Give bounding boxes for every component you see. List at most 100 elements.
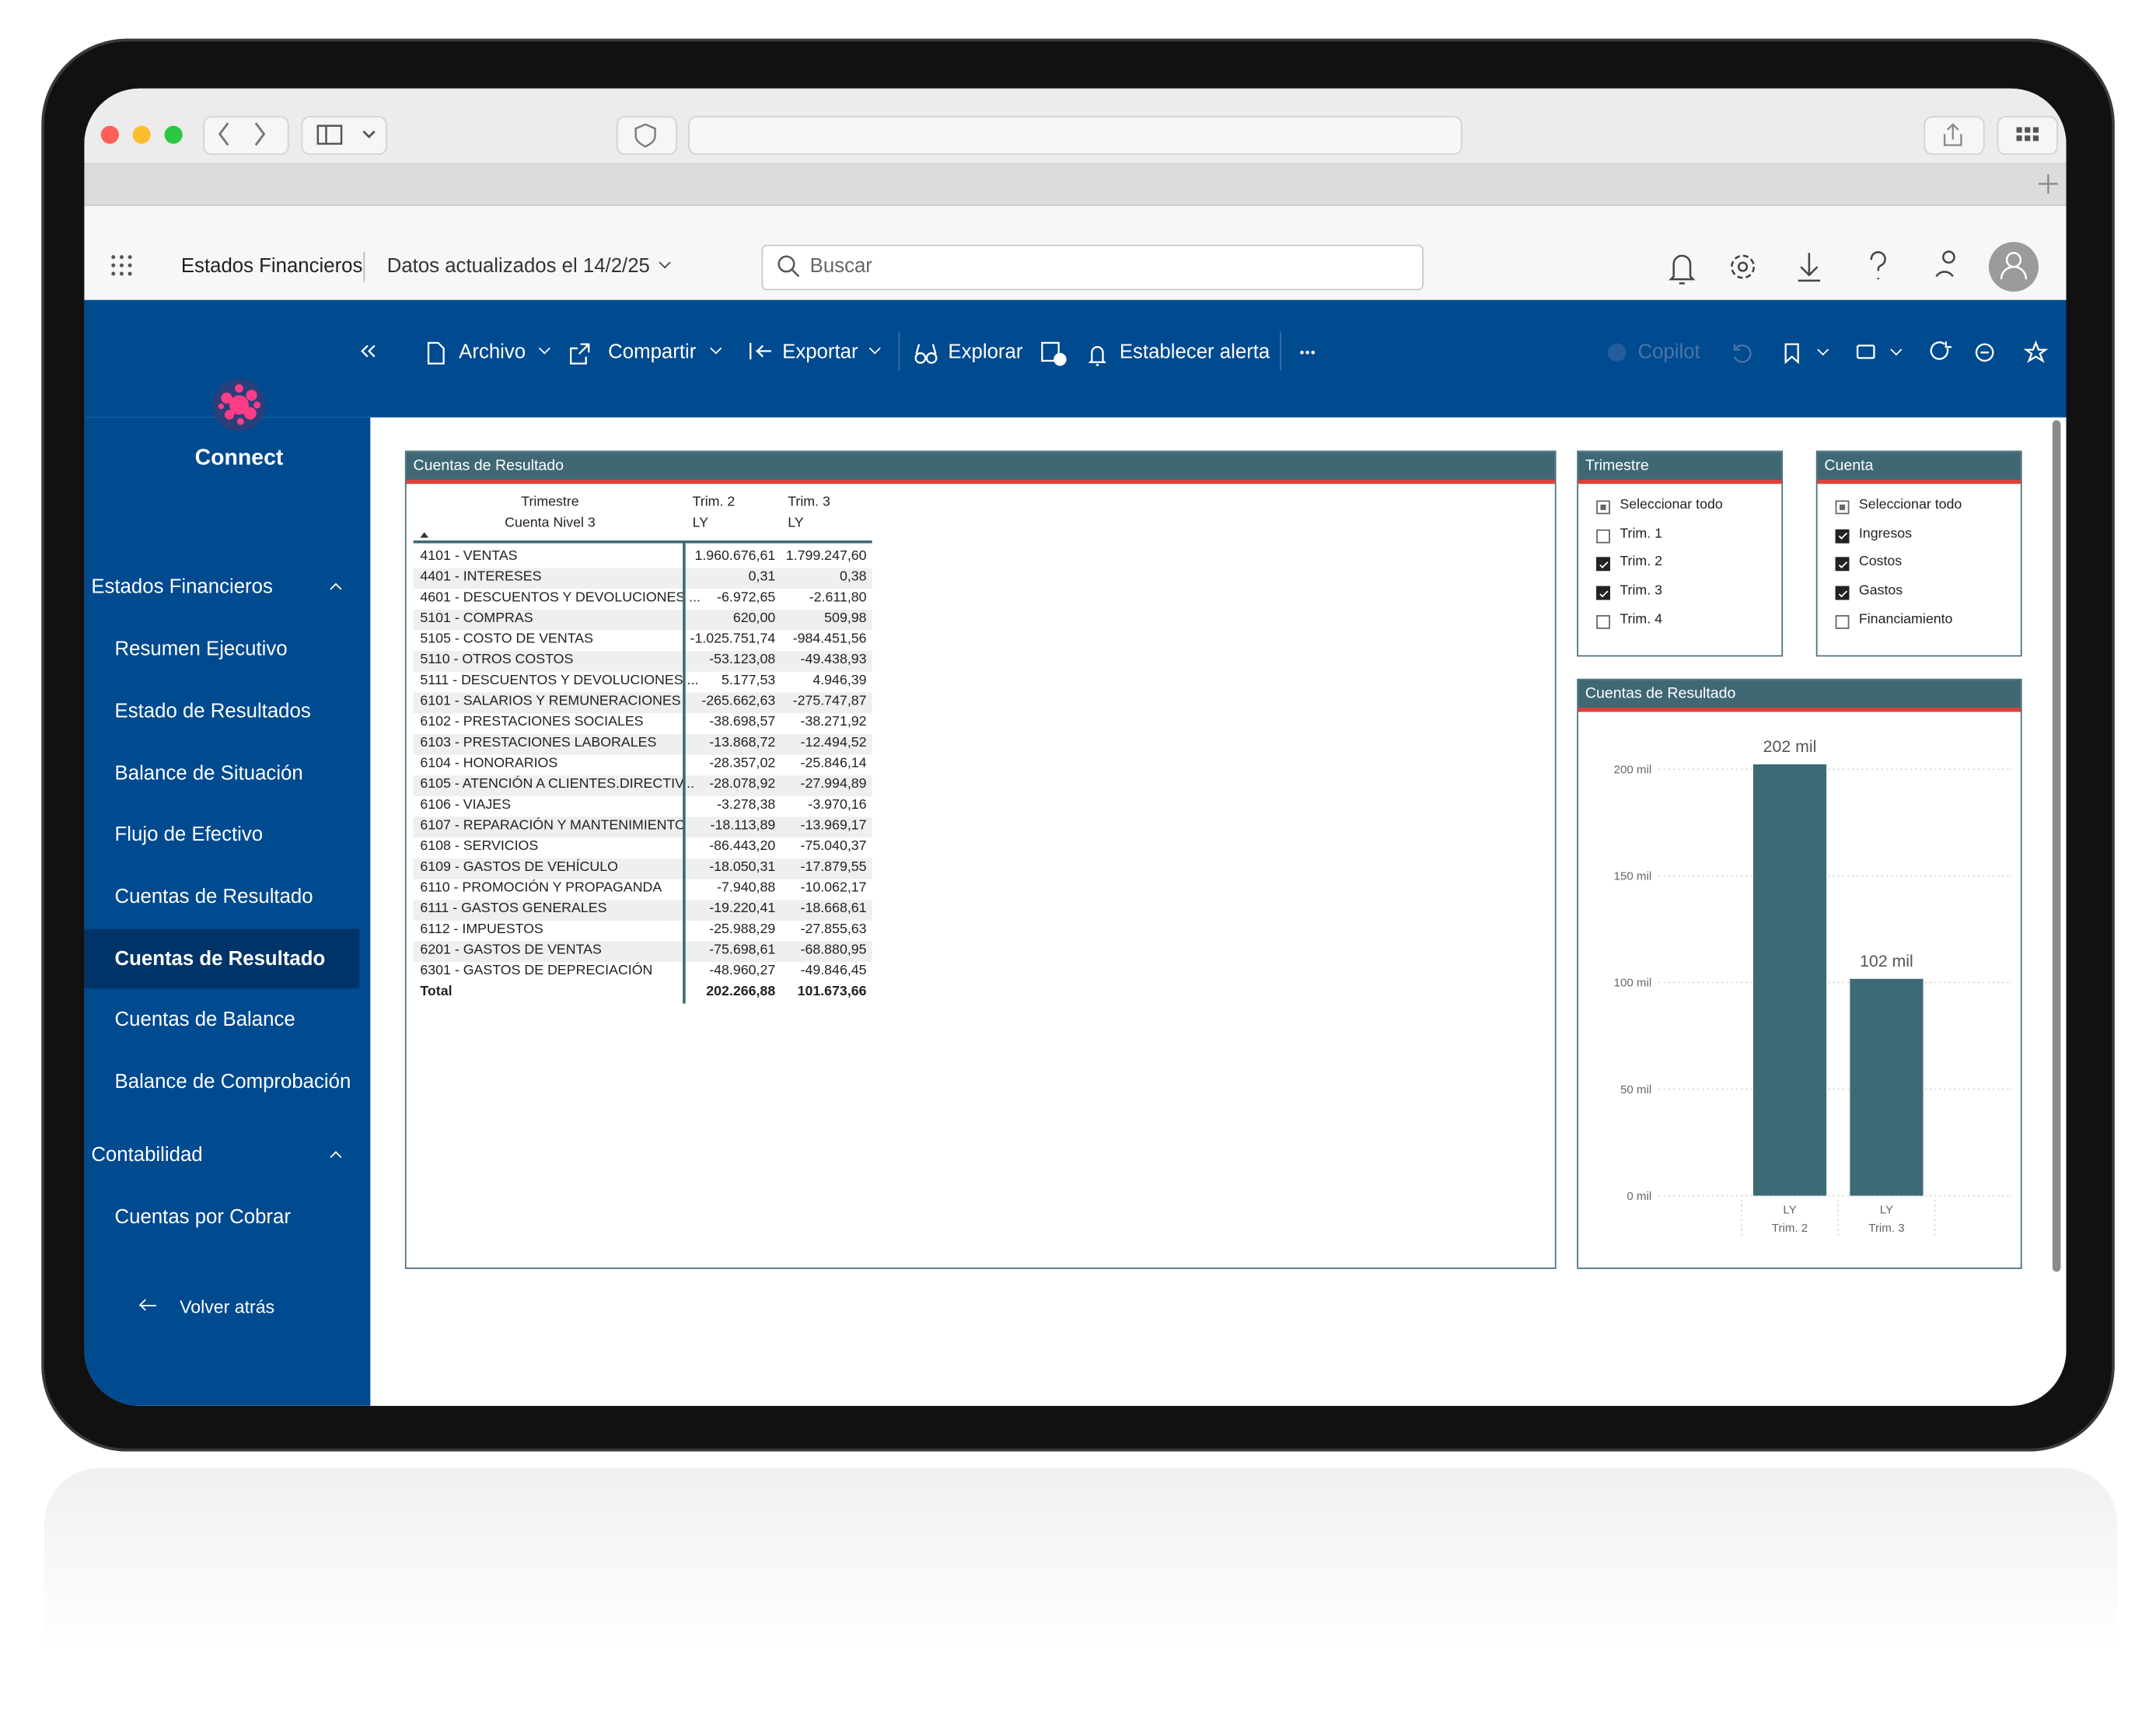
slicer-item[interactable]: Trim. 1 bbox=[1620, 526, 1663, 542]
total-value: 101.673,66 bbox=[797, 984, 867, 1000]
settings-icon[interactable] bbox=[1731, 254, 1756, 279]
row-band bbox=[413, 651, 872, 672]
bell-icon[interactable] bbox=[1669, 254, 1696, 285]
total-label: Total bbox=[420, 984, 453, 1000]
row-band bbox=[413, 817, 872, 838]
app-launcher[interactable] bbox=[110, 254, 135, 279]
row-value: 620,00 bbox=[732, 610, 776, 627]
slicer-title: Cuenta bbox=[1817, 452, 2021, 484]
slicer-item[interactable]: Trim. 2 bbox=[1620, 554, 1663, 571]
row-value: 4.946,39 bbox=[812, 673, 867, 689]
row-value: -7.940,88 bbox=[717, 880, 776, 896]
slicer-item[interactable]: Trim. 3 bbox=[1620, 583, 1663, 599]
nav-item[interactable]: Balance de Situación bbox=[114, 763, 303, 785]
row-value: -10.062,17 bbox=[800, 880, 867, 896]
toolbar-item[interactable]: Compartir bbox=[608, 341, 697, 364]
search-box[interactable] bbox=[761, 244, 1424, 291]
address-bar[interactable] bbox=[688, 116, 1462, 156]
nav-item[interactable]: Cuentas de Resultado bbox=[114, 948, 326, 970]
slicer-item[interactable]: Financiamiento bbox=[1858, 612, 1953, 628]
nav-active-bg bbox=[84, 928, 360, 988]
row-value: -275.747,87 bbox=[792, 694, 867, 709]
row-label: 6112 - IMPUESTOS bbox=[420, 921, 543, 938]
row-label: 6110 - PROMOCIÓN Y PROPAGANDA bbox=[420, 880, 662, 896]
brand-name: Connect bbox=[194, 446, 284, 470]
slicer-checkbox[interactable] bbox=[1835, 500, 1850, 515]
slicer-checkbox[interactable] bbox=[1596, 558, 1610, 572]
row-label: 6104 - HONORARIOS bbox=[420, 756, 558, 771]
slicer-checkbox[interactable] bbox=[1835, 586, 1850, 600]
nav-item[interactable]: Estado de Resultados bbox=[114, 701, 311, 723]
nav-item[interactable]: Cuentas por Cobrar bbox=[114, 1206, 291, 1229]
nav-item[interactable]: Flujo de Efectivo bbox=[114, 824, 264, 846]
toolbar-item[interactable]: Explorar bbox=[948, 341, 1023, 364]
total-value: 202.266,88 bbox=[706, 984, 776, 1000]
header-icons bbox=[1669, 242, 2039, 292]
slicer-item[interactable]: Seleccionar todo bbox=[1620, 497, 1723, 513]
help-icon[interactable] bbox=[1870, 251, 1886, 280]
header-cell: Trimestre bbox=[521, 495, 579, 510]
nav-section[interactable]: Contabilidad bbox=[91, 1144, 203, 1167]
feedback-icon[interactable] bbox=[1935, 250, 1955, 278]
slicer-checkbox[interactable] bbox=[1596, 500, 1610, 515]
row-value: -28.078,92 bbox=[709, 777, 776, 792]
toolbar-item[interactable]: Archivo bbox=[459, 341, 526, 364]
nav-item[interactable]: Cuentas de Resultado bbox=[114, 886, 313, 908]
slicer-item[interactable]: Ingresos bbox=[1858, 526, 1913, 542]
row-value: -18.050,31 bbox=[709, 859, 776, 876]
nav-item[interactable]: Cuentas de Balance bbox=[114, 1009, 295, 1032]
sidebar-button[interactable] bbox=[301, 116, 387, 156]
minimize-button[interactable] bbox=[132, 125, 151, 144]
slicer-item[interactable]: Costos bbox=[1858, 554, 1903, 571]
share-button[interactable] bbox=[1924, 116, 1985, 156]
toolbar-separator bbox=[1280, 331, 1281, 371]
row-value: -68.880,95 bbox=[800, 942, 867, 958]
back-link[interactable]: Volver atrás bbox=[180, 1296, 275, 1318]
slicer-item[interactable]: Trim. 4 bbox=[1620, 612, 1663, 628]
slicer-checkbox[interactable] bbox=[1596, 614, 1610, 629]
scrollbar bbox=[2052, 420, 2061, 1272]
slicer: Cuenta Seleccionar todo Ingresos Costos Gast… bbox=[1815, 450, 2022, 657]
row-value: -3.278,38 bbox=[717, 797, 776, 813]
download-icon[interactable] bbox=[1798, 253, 1821, 282]
row-value: -25.846,14 bbox=[800, 756, 867, 771]
toolbar-item[interactable]: Exportar bbox=[782, 341, 858, 364]
slicer-item[interactable]: Seleccionar todo bbox=[1858, 497, 1962, 513]
row-value: -48.960,27 bbox=[709, 963, 776, 979]
slicer-checkbox[interactable] bbox=[1835, 529, 1850, 544]
shield-button[interactable] bbox=[616, 116, 678, 156]
nav-item[interactable]: Resumen Ejecutivo bbox=[114, 638, 288, 661]
copilot-button[interactable]: Copilot bbox=[1637, 341, 1700, 364]
row-band bbox=[413, 692, 872, 714]
row-label: 6103 - PRESTACIONES LABORALES bbox=[420, 735, 657, 751]
updated-label[interactable]: Datos actualizados el 14/2/25 bbox=[386, 255, 650, 278]
nav-item[interactable]: Balance de Comprobación bbox=[114, 1071, 351, 1094]
row-value: -2.611,80 bbox=[809, 590, 867, 606]
row-band bbox=[413, 609, 872, 631]
slicer-checkbox[interactable] bbox=[1835, 614, 1850, 629]
slicer-checkbox[interactable] bbox=[1596, 529, 1610, 544]
row-label: 6111 - GASTOS GENERALES bbox=[420, 900, 607, 917]
row-value: -19.220,41 bbox=[709, 900, 776, 917]
toolbar-separator bbox=[898, 331, 900, 371]
row-value: -6.972,65 bbox=[717, 590, 776, 606]
row-band bbox=[413, 568, 872, 589]
zoom-button[interactable] bbox=[164, 125, 183, 144]
row-value: -53.123,08 bbox=[709, 652, 776, 668]
slicer-checkbox[interactable] bbox=[1596, 586, 1610, 600]
row-value: 0,31 bbox=[748, 569, 776, 585]
row-label: 4101 - VENTAS bbox=[420, 548, 518, 565]
row-band bbox=[413, 900, 872, 921]
row-value: -13.868,72 bbox=[709, 735, 776, 751]
row-label: 6201 - GASTOS DE VENTAS bbox=[420, 942, 602, 958]
row-value: -49.438,93 bbox=[800, 652, 867, 668]
header-cell: Trim. 2 bbox=[692, 495, 736, 510]
header-cell: LY bbox=[788, 516, 804, 531]
slicer-item[interactable]: Gastos bbox=[1858, 583, 1903, 599]
toolbar-item[interactable]: Establecer alerta bbox=[1119, 341, 1270, 364]
slicer-checkbox[interactable] bbox=[1835, 558, 1850, 572]
close-button[interactable] bbox=[100, 125, 119, 144]
nav-buttons[interactable] bbox=[203, 116, 289, 156]
nav-section[interactable]: Estados Financieros bbox=[91, 576, 273, 599]
